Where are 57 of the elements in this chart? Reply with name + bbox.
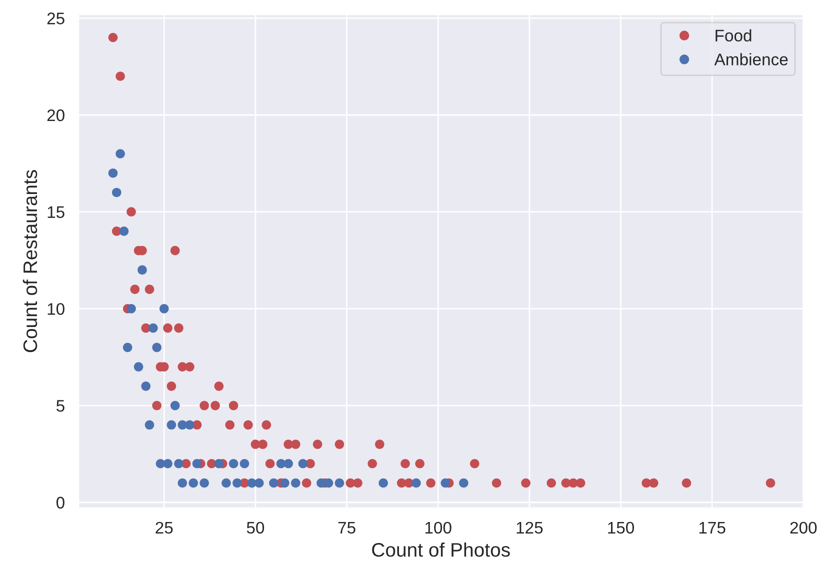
point <box>126 304 136 314</box>
point <box>232 478 242 488</box>
point <box>412 478 421 488</box>
point <box>112 188 122 198</box>
point <box>148 323 158 333</box>
x-tick-label: 200 <box>790 522 817 534</box>
point <box>188 478 198 488</box>
point <box>159 304 169 314</box>
point <box>254 478 264 488</box>
point <box>138 265 147 275</box>
point <box>174 458 184 468</box>
x-tick-label: 50 <box>246 522 264 534</box>
point <box>222 478 231 488</box>
point <box>240 458 250 468</box>
point <box>228 458 238 468</box>
y-tick-label: 15 <box>48 206 64 218</box>
point <box>144 420 154 430</box>
point <box>163 458 172 468</box>
point <box>200 478 209 488</box>
x-tick-label: 125 <box>516 522 543 534</box>
point <box>280 478 290 488</box>
point <box>324 478 334 488</box>
point <box>170 400 180 410</box>
point <box>141 382 151 391</box>
point <box>116 149 125 158</box>
point <box>119 226 129 236</box>
point <box>134 362 144 372</box>
x-tick-label: 175 <box>699 522 726 534</box>
x-tick-label: 75 <box>338 522 356 534</box>
legend-label: Ambience <box>714 53 788 66</box>
point <box>152 342 162 352</box>
point <box>298 458 308 468</box>
y-tick-label: 5 <box>56 400 64 412</box>
point <box>378 478 388 488</box>
point <box>284 458 293 468</box>
point <box>440 478 450 488</box>
y-tick-label: 25 <box>47 12 64 24</box>
y-tick-label: 10 <box>48 303 64 315</box>
point <box>192 458 202 468</box>
point <box>185 420 194 430</box>
y-axis-title: Count of Restaurants <box>22 170 38 352</box>
point <box>290 478 300 488</box>
point <box>214 458 224 468</box>
point <box>269 478 278 488</box>
point <box>108 168 118 178</box>
x-axis-title: Count of Photos <box>372 542 510 557</box>
point <box>122 342 132 352</box>
legend-label: Food <box>716 29 752 42</box>
x-tick-label: 25 <box>156 522 173 534</box>
point <box>334 478 344 488</box>
y-tick-label: 20 <box>47 109 64 122</box>
point <box>166 420 176 430</box>
point <box>459 478 468 488</box>
point <box>178 478 188 488</box>
y-tick-label: 0 <box>56 496 64 509</box>
x-tick-label: 100 <box>425 522 452 534</box>
x-tick-label: 150 <box>608 522 634 534</box>
